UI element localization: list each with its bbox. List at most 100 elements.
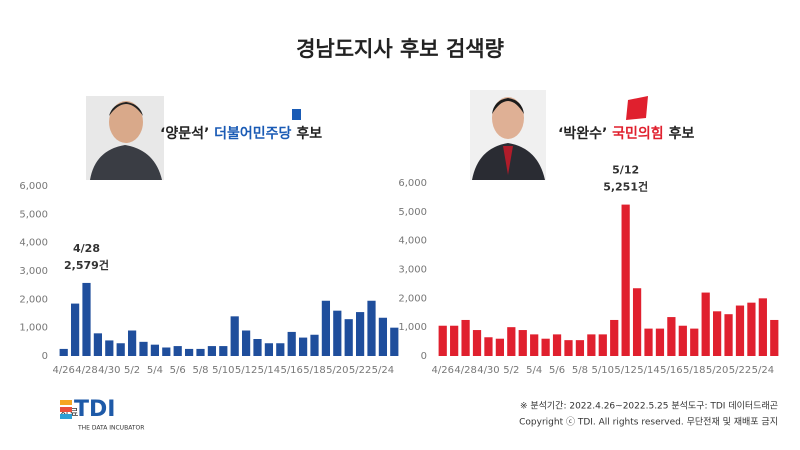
period-note: ※ 분석기간: 2022.4.26~2022.5.25 분석도구: TDI 데이…: [520, 401, 778, 412]
bar: [196, 348, 205, 356]
bar: [472, 330, 482, 356]
bar: [621, 204, 630, 356]
logo-sub: THE DATA INCUBATOR: [77, 425, 144, 432]
bar: [690, 328, 699, 356]
x-tick-label: 5/8: [572, 365, 588, 376]
bar: [333, 310, 342, 356]
x-tick-label: 5/2: [503, 365, 519, 376]
candidate-header: ‘박완수’ 국민의힘 후보: [558, 125, 694, 142]
x-tick-label: 4/26: [431, 365, 453, 376]
bar: [747, 302, 756, 356]
party-logo-right: [626, 96, 648, 120]
x-tick-label: 5/24: [752, 365, 774, 376]
x-tick-label: 5/16: [280, 365, 302, 376]
y-tick-label: 0: [421, 351, 427, 362]
x-tick-label: 4/28: [454, 365, 476, 376]
candidate-name: ‘박완수’: [558, 125, 607, 142]
bar: [264, 343, 274, 356]
x-tick-label: 5/18: [303, 365, 325, 376]
bar: [770, 319, 779, 356]
bar: [564, 340, 573, 356]
photo-left: [86, 96, 164, 180]
bar: [241, 330, 251, 356]
bar: [355, 312, 365, 356]
bar: [207, 346, 217, 356]
x-tick-label: 5/4: [147, 365, 163, 376]
bar: [450, 325, 459, 356]
bar: [484, 337, 493, 356]
party-logo-left: [292, 109, 301, 120]
bar: [378, 317, 388, 356]
bar: [344, 319, 353, 356]
bar: [276, 343, 285, 356]
y-tick-label: 1,000: [19, 323, 48, 334]
logo-bars: [60, 400, 72, 419]
bar: [139, 341, 148, 356]
logo: TDI: [74, 397, 115, 422]
bar: [59, 348, 68, 356]
candidate-header: ‘양문석’ 더불어민주당 후보: [160, 125, 322, 142]
x-tick-label: 5/14: [637, 365, 659, 376]
bar: [162, 347, 171, 356]
x-tick-label: 5/10: [592, 365, 614, 376]
bar: [70, 303, 80, 356]
x-tick-label: 5/6: [549, 365, 565, 376]
x-tick-label: 5/4: [526, 365, 542, 376]
party-name: 더불어민주당: [214, 125, 291, 142]
bar: [287, 331, 296, 356]
bar: [438, 325, 447, 356]
bar: [127, 330, 137, 356]
x-tick-label: 4/30: [98, 365, 120, 376]
y-tick-label: 5,000: [19, 209, 48, 220]
bar: [184, 348, 194, 356]
bar: [701, 292, 710, 356]
bar: [713, 311, 722, 356]
bar: [632, 288, 642, 356]
suffix: 후보: [669, 126, 695, 142]
x-tick-label: 5/8: [192, 365, 208, 376]
bar: [93, 333, 103, 356]
copyright: Copyright ⓒ TDI. All rights reserved. 무단…: [519, 416, 778, 428]
x-tick-label: 5/12: [235, 365, 257, 376]
bar: [82, 282, 91, 356]
bar: [390, 327, 399, 356]
x-tick-label: 4/28: [75, 365, 97, 376]
bar: [735, 305, 745, 356]
bar: [253, 339, 262, 356]
x-tick-label: 4/26: [52, 365, 74, 376]
bar: [655, 328, 665, 356]
bar: [461, 319, 470, 356]
y-tick-label: 0: [42, 351, 48, 362]
y-tick-label: 1,000: [398, 322, 427, 333]
annotation-date: 5/12: [612, 164, 639, 177]
x-tick-label: 5/12: [614, 365, 636, 376]
bar: [724, 314, 733, 356]
x-tick-label: 5/22: [729, 365, 751, 376]
x-tick-label: 5/20: [706, 365, 728, 376]
y-tick-label: 3,000: [19, 266, 48, 277]
bar: [587, 334, 596, 356]
x-tick-label: 5/20: [326, 365, 348, 376]
bar: [541, 338, 550, 356]
title: 경남도지사 후보 검색량: [296, 37, 504, 61]
bar: [495, 338, 504, 356]
bar: [219, 346, 228, 356]
bar: [610, 319, 619, 356]
bar: [321, 300, 331, 356]
bar: [310, 334, 319, 356]
value-label: 2,579건: [64, 258, 109, 272]
y-tick-label: 4,000: [19, 238, 48, 249]
x-tick-label: 5/10: [212, 365, 234, 376]
y-tick-label: 3,000: [398, 265, 427, 276]
bar: [644, 328, 653, 356]
bar: [298, 337, 308, 356]
party-name: 국민의힘: [612, 125, 664, 142]
bar: [667, 317, 676, 356]
value-label: 5,251건: [603, 180, 648, 194]
bar: [367, 300, 376, 356]
y-tick-label: 6,000: [398, 178, 427, 189]
x-tick-label: 4/30: [477, 365, 499, 376]
x-tick-label: 5/16: [660, 365, 682, 376]
x-tick-label: 5/6: [170, 365, 186, 376]
